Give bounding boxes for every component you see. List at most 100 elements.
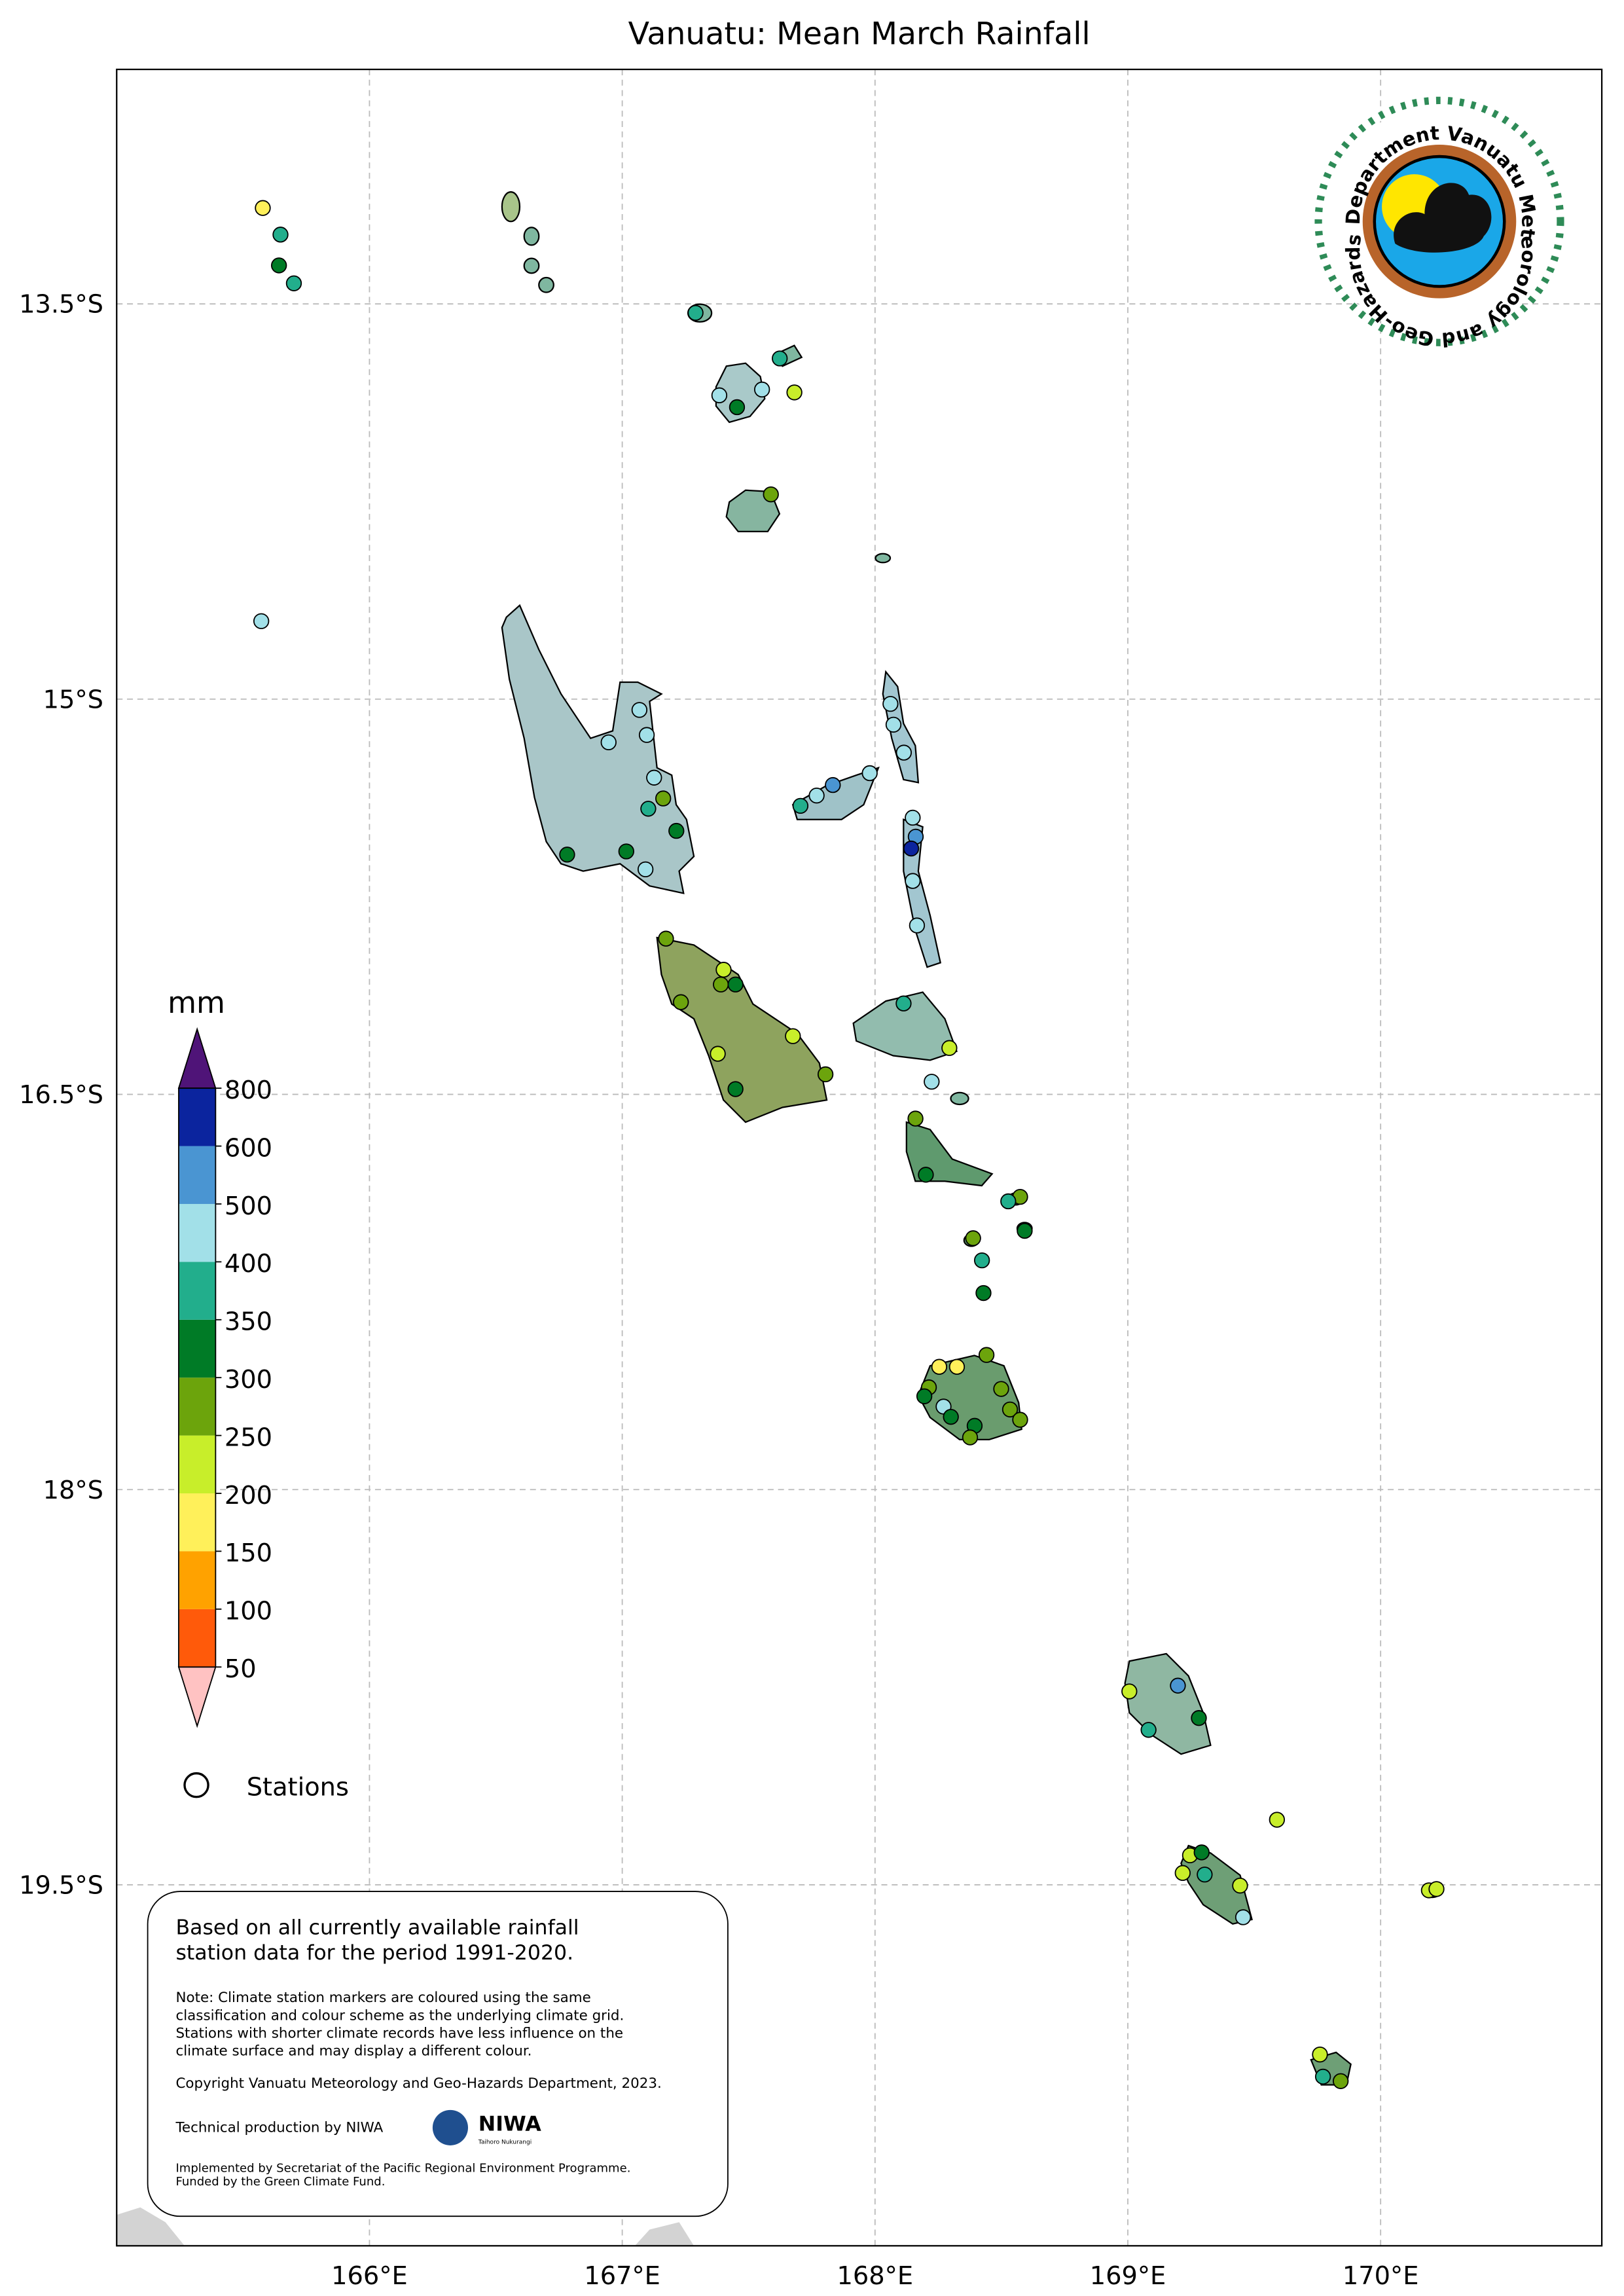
colorbar: mm 50 100 150 200 250 300 350 400 500 600 800 <box>168 985 272 1728</box>
tick-labels: 166°E 167°E 168°E 169°E 170°E 13.5°S 15°S 16.5°… <box>19 290 1418 2291</box>
colorbar-segment <box>178 1435 216 1494</box>
x-tick-label: 170°E <box>1343 2261 1419 2291</box>
note-production: Technical production by NIWA <box>175 2120 383 2136</box>
station-marker <box>786 384 803 401</box>
station-marker <box>640 801 657 817</box>
station-marker <box>1428 1881 1445 1897</box>
station-marker <box>1012 1412 1028 1428</box>
y-tick-label: 13.5°S <box>19 290 103 319</box>
station-marker <box>1332 2073 1349 2089</box>
station-marker <box>825 776 841 793</box>
legend: Stations <box>183 1772 349 1802</box>
station-marker <box>772 350 788 367</box>
station-marker <box>715 962 732 978</box>
station-marker <box>637 861 654 878</box>
x-tick-label: 168°E <box>837 2261 914 2291</box>
station-marker <box>993 1381 1009 1397</box>
note-detail: classification and colour scheme as the … <box>175 2007 624 2024</box>
station-marker <box>1191 1710 1207 1726</box>
colorbar-label: 150 <box>225 1539 272 1568</box>
note-funding: Funded by the Green Climate Fund. <box>175 2175 385 2189</box>
colorbar-segment <box>178 1377 216 1436</box>
y-tick-label: 15°S <box>43 685 103 714</box>
colorbar-segment <box>178 1088 216 1146</box>
island <box>950 1091 969 1106</box>
colorbar-segment <box>178 1493 216 1552</box>
station-marker <box>905 809 921 826</box>
station-marker <box>785 1028 801 1044</box>
neighbour-land <box>634 2222 695 2246</box>
station-marker <box>255 200 271 216</box>
station-marker <box>1232 1877 1248 1894</box>
station-marker <box>1314 2068 1331 2085</box>
station-marker <box>1193 1844 1210 1861</box>
island <box>523 257 540 274</box>
island <box>715 362 766 424</box>
station-marker <box>673 994 689 1010</box>
map-frame <box>116 68 1603 2247</box>
station-marker <box>941 1040 958 1056</box>
island <box>538 276 554 293</box>
legend-label: Stations <box>247 1772 349 1802</box>
station-marker <box>861 765 878 782</box>
station-marker <box>763 486 779 503</box>
island <box>875 553 892 564</box>
station-marker <box>271 257 287 274</box>
station-marker <box>727 976 744 993</box>
colorbar-label: 50 <box>225 1654 257 1684</box>
station-marker <box>646 769 662 786</box>
note-detail: climate surface and may display a differ… <box>175 2043 532 2059</box>
x-tick-label: 166°E <box>331 2261 408 2291</box>
station-marker <box>253 613 270 629</box>
station-marker <box>916 1388 933 1404</box>
island <box>501 191 521 223</box>
legend-marker <box>183 1772 209 1798</box>
colorbar-segment <box>178 1609 216 1667</box>
y-tick-label: 16.5°S <box>19 1080 103 1110</box>
station-marker <box>559 847 575 863</box>
colorbar-label: 200 <box>225 1481 272 1510</box>
stations <box>253 200 1445 2089</box>
colorbar-segment <box>178 1551 216 1609</box>
colorbar-label: 400 <box>225 1249 272 1279</box>
station-marker <box>727 1081 744 1097</box>
station-marker <box>1197 1867 1213 1883</box>
colorbar-label: 350 <box>225 1307 272 1337</box>
station-marker <box>729 399 746 416</box>
station-marker <box>710 1046 726 1062</box>
niwa-logo: NIWA <box>478 2112 542 2136</box>
station-marker <box>1121 1683 1138 1700</box>
colorbar-label: 500 <box>225 1192 272 1221</box>
colorbar-segment <box>178 1146 216 1204</box>
station-marker <box>817 1066 834 1083</box>
station-marker <box>907 1110 924 1127</box>
note: Based on all currently available rainfal… <box>175 1916 661 2188</box>
station-marker <box>882 695 899 712</box>
x-tick-label: 169°E <box>1090 2261 1166 2291</box>
colorbar-title: mm <box>168 985 225 1020</box>
station-marker <box>272 227 289 243</box>
colorbar-segment <box>178 1203 216 1262</box>
x-tick-label: 167°E <box>584 2261 660 2291</box>
station-marker <box>978 1347 995 1363</box>
station-marker <box>975 1285 992 1302</box>
station-marker <box>1017 1222 1033 1239</box>
station-marker <box>931 1358 948 1375</box>
note-box <box>147 1891 729 2217</box>
station-marker <box>655 790 672 807</box>
niwa-logo-sub: Taihoro Nukurangi <box>478 2140 532 2146</box>
y-tick-label: 19.5°S <box>19 1870 103 1900</box>
station-marker <box>687 304 704 321</box>
station-marker <box>1140 1722 1157 1738</box>
note-detail: Note: Climate station markers are colour… <box>175 1990 590 2006</box>
note-funding: Implemented by Secretariat of the Pacifi… <box>175 2162 630 2176</box>
station-marker <box>600 734 617 751</box>
station-marker <box>754 381 770 398</box>
station-marker <box>903 840 920 857</box>
station-marker <box>924 1074 940 1090</box>
station-marker <box>792 797 809 814</box>
station-marker <box>285 275 302 291</box>
grid <box>117 69 1602 2246</box>
note-detail: Stations with shorter climate records ha… <box>175 2025 623 2041</box>
